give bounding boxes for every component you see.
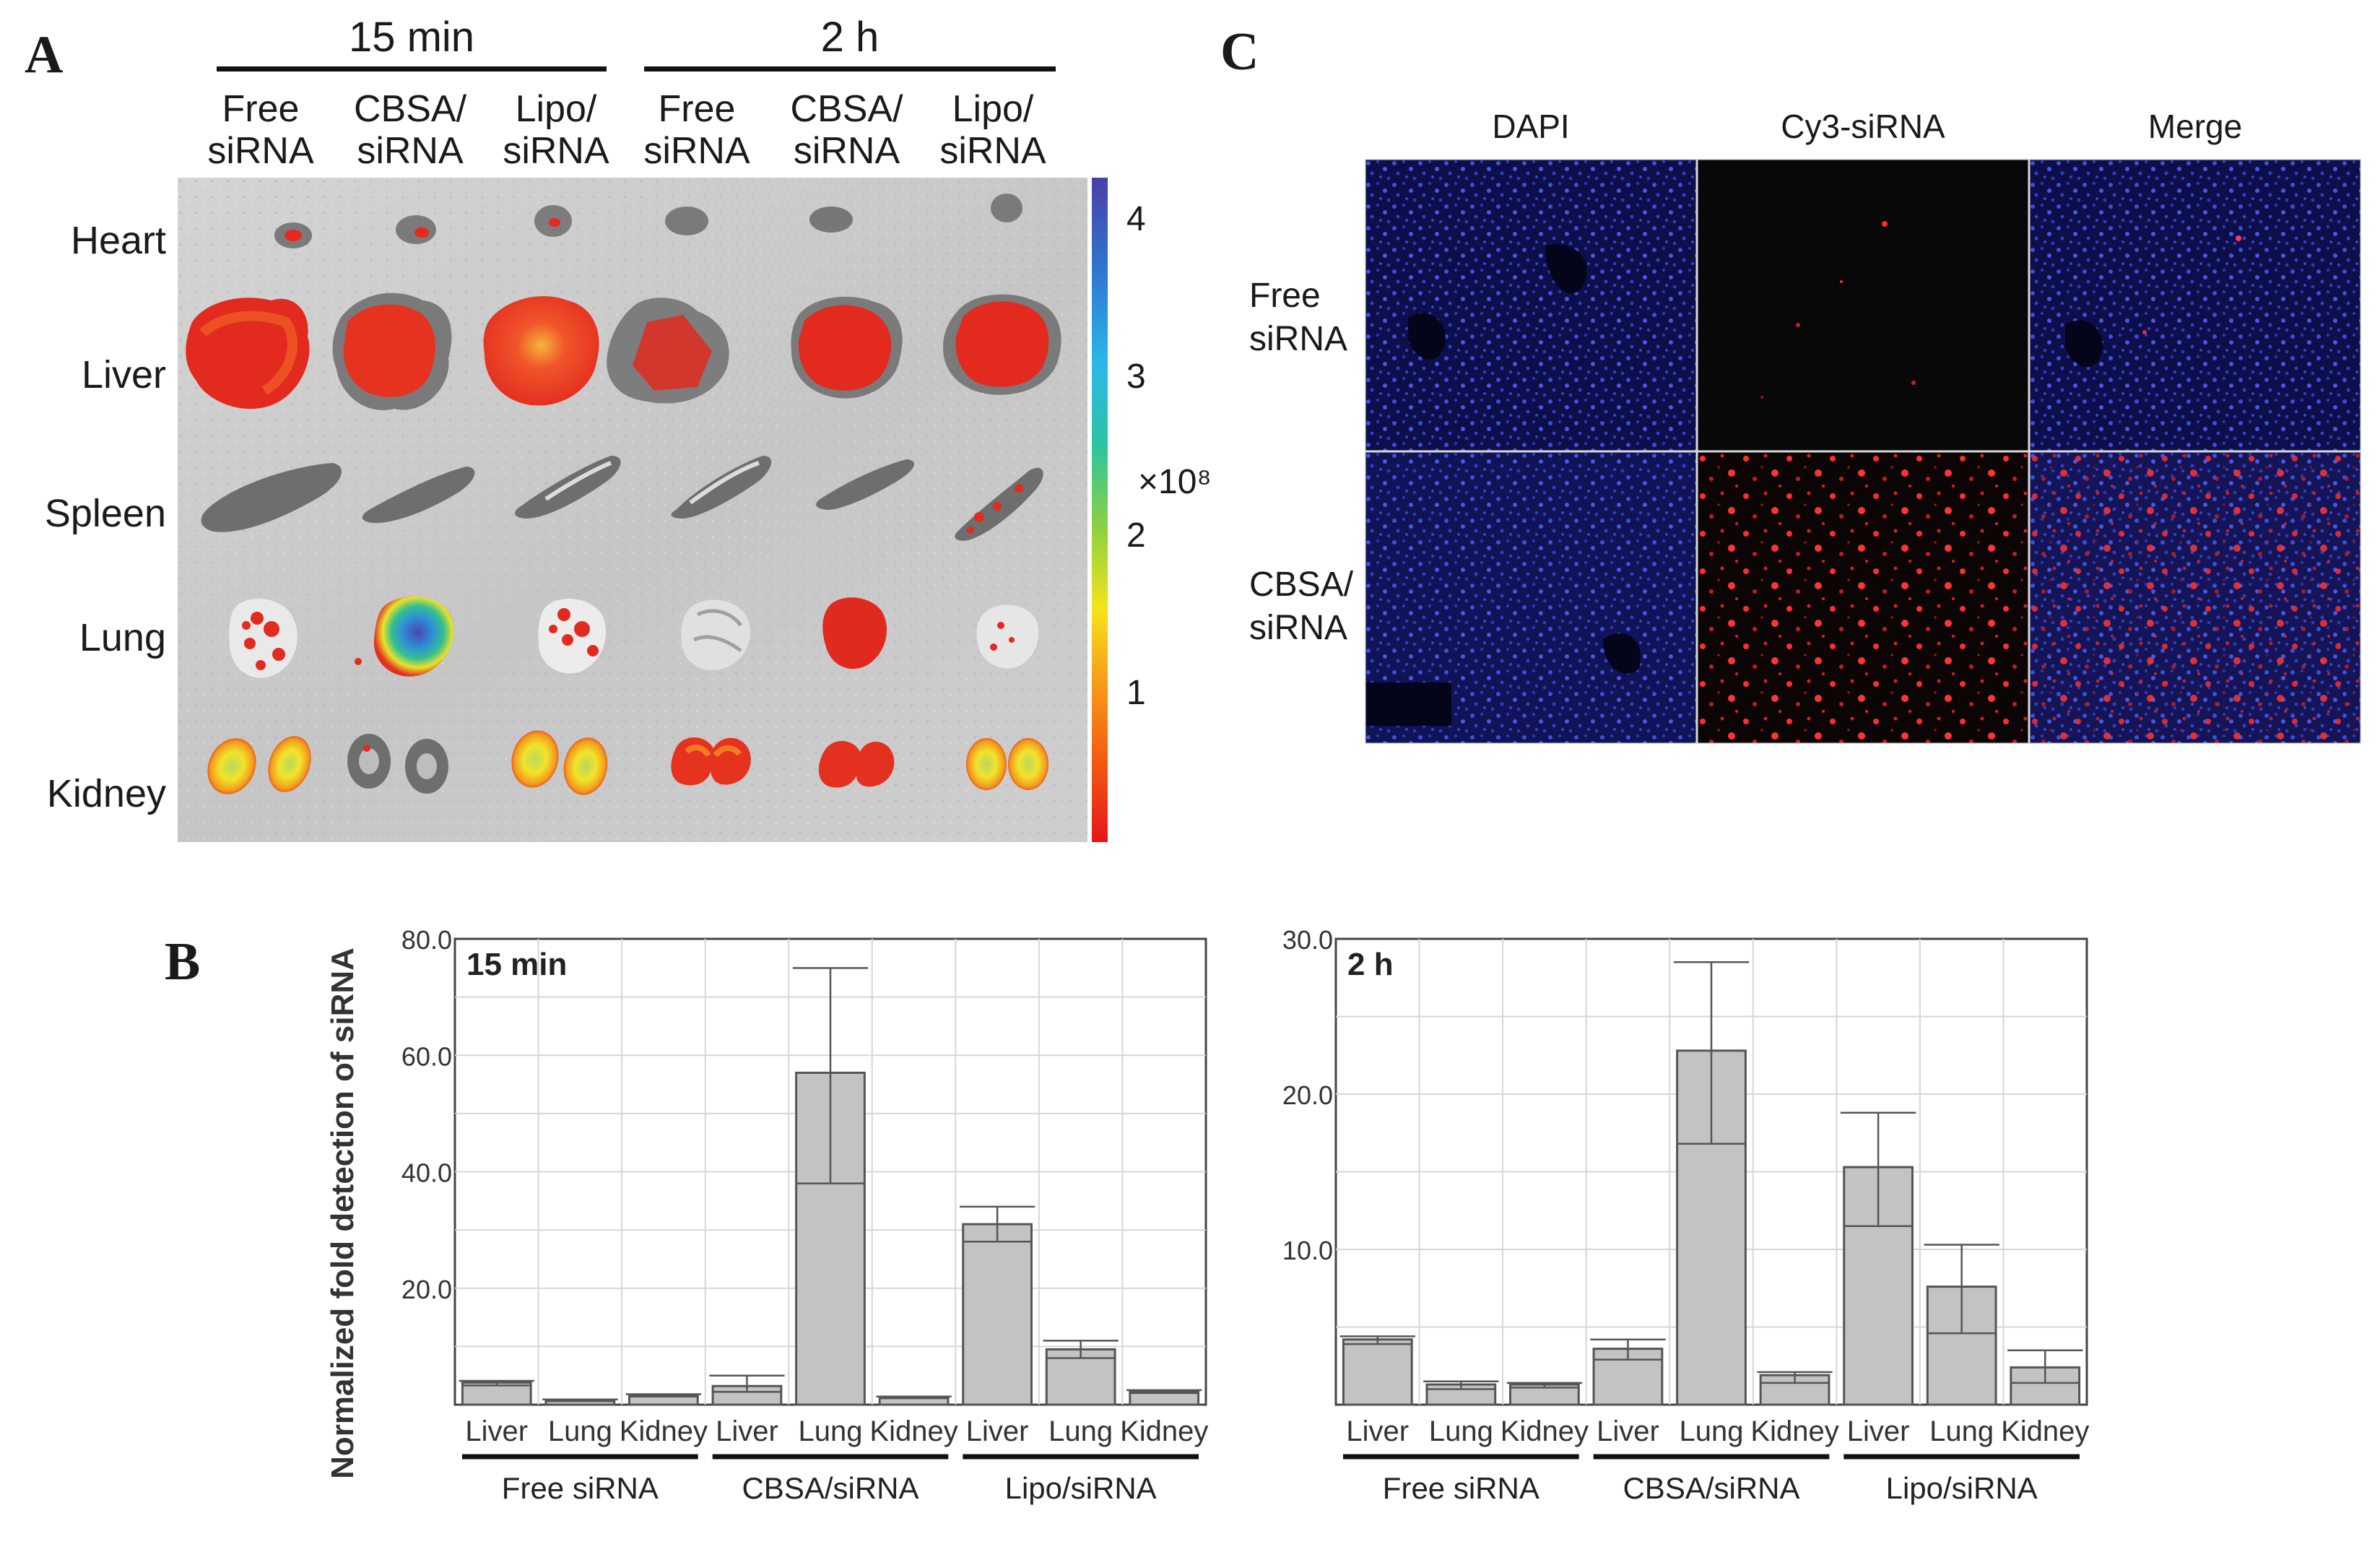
micro-merge-cbsa [2029,451,2361,744]
x-tick-label: Lung [1429,1416,1493,1447]
timepoint-rule-2h [644,66,1056,71]
x-tick-label: Lung [548,1416,612,1447]
row-label-free-sirna: Free siRNA [1249,277,1348,358]
x-tick-label: Liver [966,1416,1029,1447]
x-tick-label: Lung [1929,1416,1994,1447]
timepoint-label-15min: 15 min [348,14,475,61]
micro-dapi-free [1365,159,1697,451]
group-label: CBSA/siRNA [1623,1471,1799,1505]
scale-tick-label: 1 [1126,674,1146,712]
x-tick-label: Kidney [1500,1416,1589,1447]
x-tick-label: Kidney [869,1416,957,1447]
y-tick-label: 10.0 [1282,1236,1333,1265]
scale-tick-label: 4 [1126,200,1146,238]
kidney-organs [207,730,1048,795]
organ-label-heart: Heart [70,219,166,262]
y-tick-label: 60.0 [401,1041,452,1071]
x-tick-label: Kidney [1750,1416,1838,1447]
bar [1342,1338,1413,1406]
scale-tick-label: 2 [1126,516,1146,555]
micro-dapi-cbsa [1365,451,1697,744]
group-label: CBSA/siRNA [742,1471,918,1505]
lung-organs [229,596,1039,678]
panel-a-letter: A [25,25,64,84]
group-label: Lipo/siRNA [1005,1471,1157,1505]
group-label: CBSA/ siRNA [353,88,467,172]
spleen-organs [201,456,1043,541]
organ-label-lung: Lung [79,616,166,659]
y-axis-label: Normalized fold detection of siRNA [314,939,372,1488]
micro-cy3-cbsa [1697,451,2029,744]
liver-organs [186,292,1061,410]
x-tick-label: Lung [1048,1416,1113,1447]
column-label-cy3: Cy3-siRNA [1781,108,1945,145]
y-tick-label: 80.0 [401,925,452,955]
group-label: Lipo/siRNA [1886,1471,2038,1505]
x-tick-label: Liver [465,1416,528,1447]
column-label-dapi: DAPI [1492,108,1570,145]
x-tick-label: Liver [716,1416,778,1447]
group-label: Free siRNA [1383,1471,1539,1505]
timepoint-label-2h: 2 h [820,14,880,61]
group-label: Lipo/ siRNA [939,88,1046,172]
intensity-scale-bar [1087,178,1217,842]
panel-b-letter: B [165,932,201,992]
column-label-merge: Merge [2147,108,2243,145]
chart-title: 2 h [1347,947,1394,982]
scale-tick-label: 3 [1126,357,1146,396]
organ-label-liver: Liver [81,353,166,396]
group-label: Free siRNA [502,1471,659,1505]
group-label: Lipo/ siRNA [503,88,609,172]
y-tick-label: 40.0 [401,1158,452,1188]
bar [962,1223,1033,1406]
organ-label-spleen: Spleen [44,492,166,535]
chart-title: 15 min [466,947,567,982]
row-label-cbsa-sirna: CBSA/ siRNA [1249,565,1354,647]
y-tick-label: 20.0 [1282,1080,1333,1110]
y-tick-label: 20.0 [401,1275,452,1304]
timepoint-rule-15min [217,66,607,71]
x-tick-label: Lung [799,1416,863,1447]
x-tick-label: Kidney [2001,1416,2089,1447]
x-tick-label: Liver [1346,1416,1409,1447]
micro-cy3-free [1697,159,2029,451]
group-label: Free siRNA [643,88,750,172]
x-tick-label: Liver [1597,1416,1659,1447]
panel-c-letter: C [1220,22,1259,82]
group-label: CBSA/ siRNA [790,88,903,172]
x-tick-label: Kidney [620,1416,708,1447]
group-label: Free siRNA [207,88,314,172]
y-tick-label: 30.0 [1282,925,1333,955]
micro-merge-free [2029,159,2361,451]
heart-organs [274,194,1022,248]
ex-vivo-organ-image [178,178,1217,842]
scale-unit-label: ×10⁸ [1138,463,1212,501]
x-tick-label: Lung [1680,1416,1744,1447]
organ-label-kidney: Kidney [46,772,166,815]
y-axis-label-text: Normalized fold detection of siRNA [325,948,360,1479]
x-tick-label: Kidney [1120,1416,1208,1447]
x-tick-label: Liver [1847,1416,1910,1447]
